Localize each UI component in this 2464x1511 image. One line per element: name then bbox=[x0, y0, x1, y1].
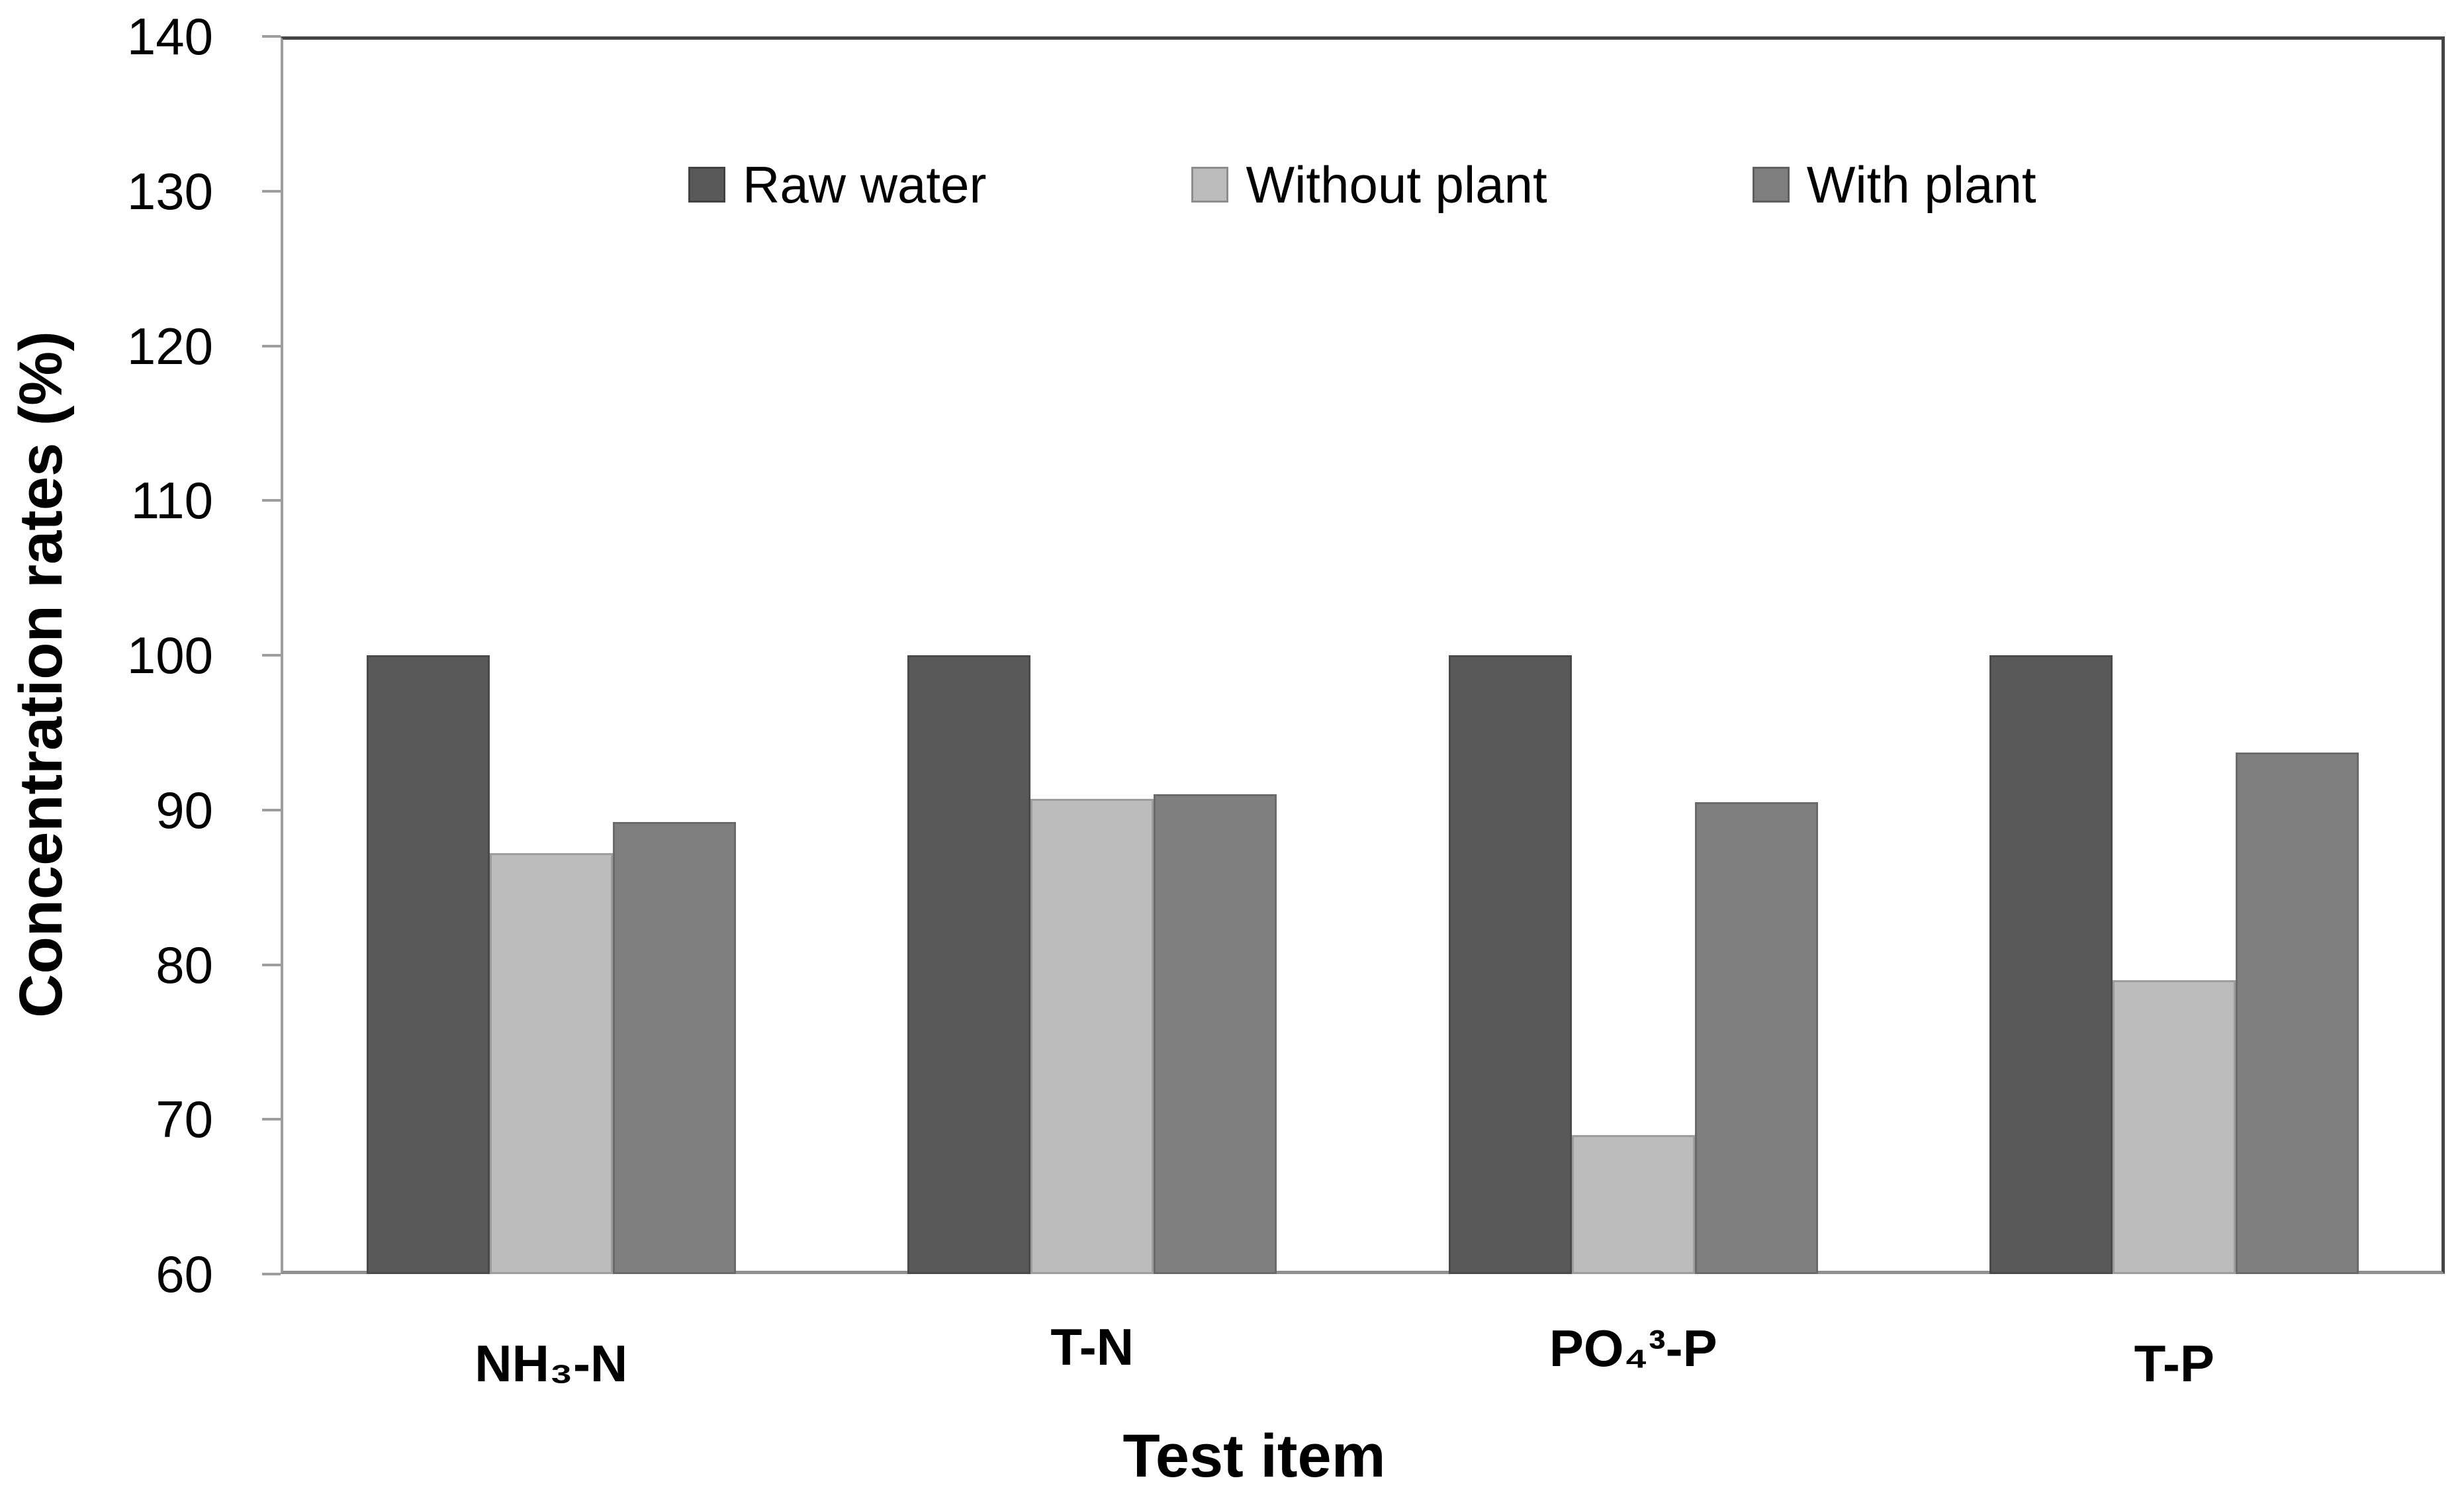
y-tick-mark-110 bbox=[262, 499, 281, 502]
y-tick-mark-70 bbox=[262, 1118, 281, 1121]
legend-item-without-plant: Without plant bbox=[1191, 156, 1547, 214]
bar-raw-water-1 bbox=[366, 655, 490, 1274]
y-tick-label-70: 70 bbox=[156, 1090, 213, 1149]
bar-without-plant-4 bbox=[2113, 980, 2236, 1274]
bar-raw-water-3 bbox=[1448, 655, 1572, 1274]
y-tick-mark-130 bbox=[262, 189, 281, 193]
bar-with-plant-2 bbox=[1154, 794, 1277, 1274]
y-axis-title: Concentration rates (%) bbox=[7, 331, 75, 1018]
y-tick-label-100: 100 bbox=[126, 626, 213, 684]
bar-raw-water-4 bbox=[1989, 655, 2113, 1274]
y-tick-label-140: 140 bbox=[126, 7, 213, 66]
bar-with-plant-4 bbox=[2236, 753, 2359, 1274]
bar-without-plant-1 bbox=[489, 853, 613, 1274]
y-tick-label-90: 90 bbox=[156, 780, 213, 839]
legend-label: With plant bbox=[1806, 156, 2036, 214]
x-category-label-4: T-P bbox=[2134, 1334, 2214, 1393]
y-tick-label-120: 120 bbox=[126, 316, 213, 375]
legend-swatch-icon bbox=[1191, 167, 1229, 203]
y-tick-mark-120 bbox=[262, 344, 281, 347]
bar-with-plant-3 bbox=[1694, 802, 1818, 1274]
y-tick-mark-90 bbox=[262, 808, 281, 811]
y-tick-label-80: 80 bbox=[156, 935, 213, 994]
legend-item-raw-water: Raw water bbox=[688, 156, 987, 214]
y-tick-label-60: 60 bbox=[156, 1245, 213, 1303]
bar-raw-water-2 bbox=[907, 655, 1031, 1274]
bar-without-plant-3 bbox=[1571, 1134, 1695, 1274]
x-axis-title: Test item bbox=[1122, 1422, 1386, 1490]
legend-swatch-icon bbox=[688, 167, 725, 203]
y-tick-mark-60 bbox=[262, 1273, 281, 1275]
y-tick-mark-80 bbox=[262, 963, 281, 966]
legend-item-with-plant: With plant bbox=[1752, 156, 2036, 214]
legend-swatch-icon bbox=[1752, 167, 1790, 203]
y-tick-label-130: 130 bbox=[126, 161, 213, 220]
legend-label: Raw water bbox=[743, 156, 987, 214]
y-tick-label-110: 110 bbox=[130, 471, 213, 530]
bar-with-plant-1 bbox=[612, 822, 736, 1274]
x-category-label-2: T-N bbox=[1050, 1318, 1134, 1376]
y-tick-mark-140 bbox=[262, 35, 281, 38]
x-category-label-3: PO₄³-P bbox=[1549, 1319, 1717, 1377]
legend-label: Without plant bbox=[1246, 156, 1547, 214]
legend: Raw water Without plant With plant bbox=[688, 156, 2036, 214]
x-category-label-1: NH₃-N bbox=[475, 1334, 628, 1393]
bar-without-plant-2 bbox=[1030, 799, 1154, 1274]
y-tick-mark-100 bbox=[262, 654, 281, 657]
